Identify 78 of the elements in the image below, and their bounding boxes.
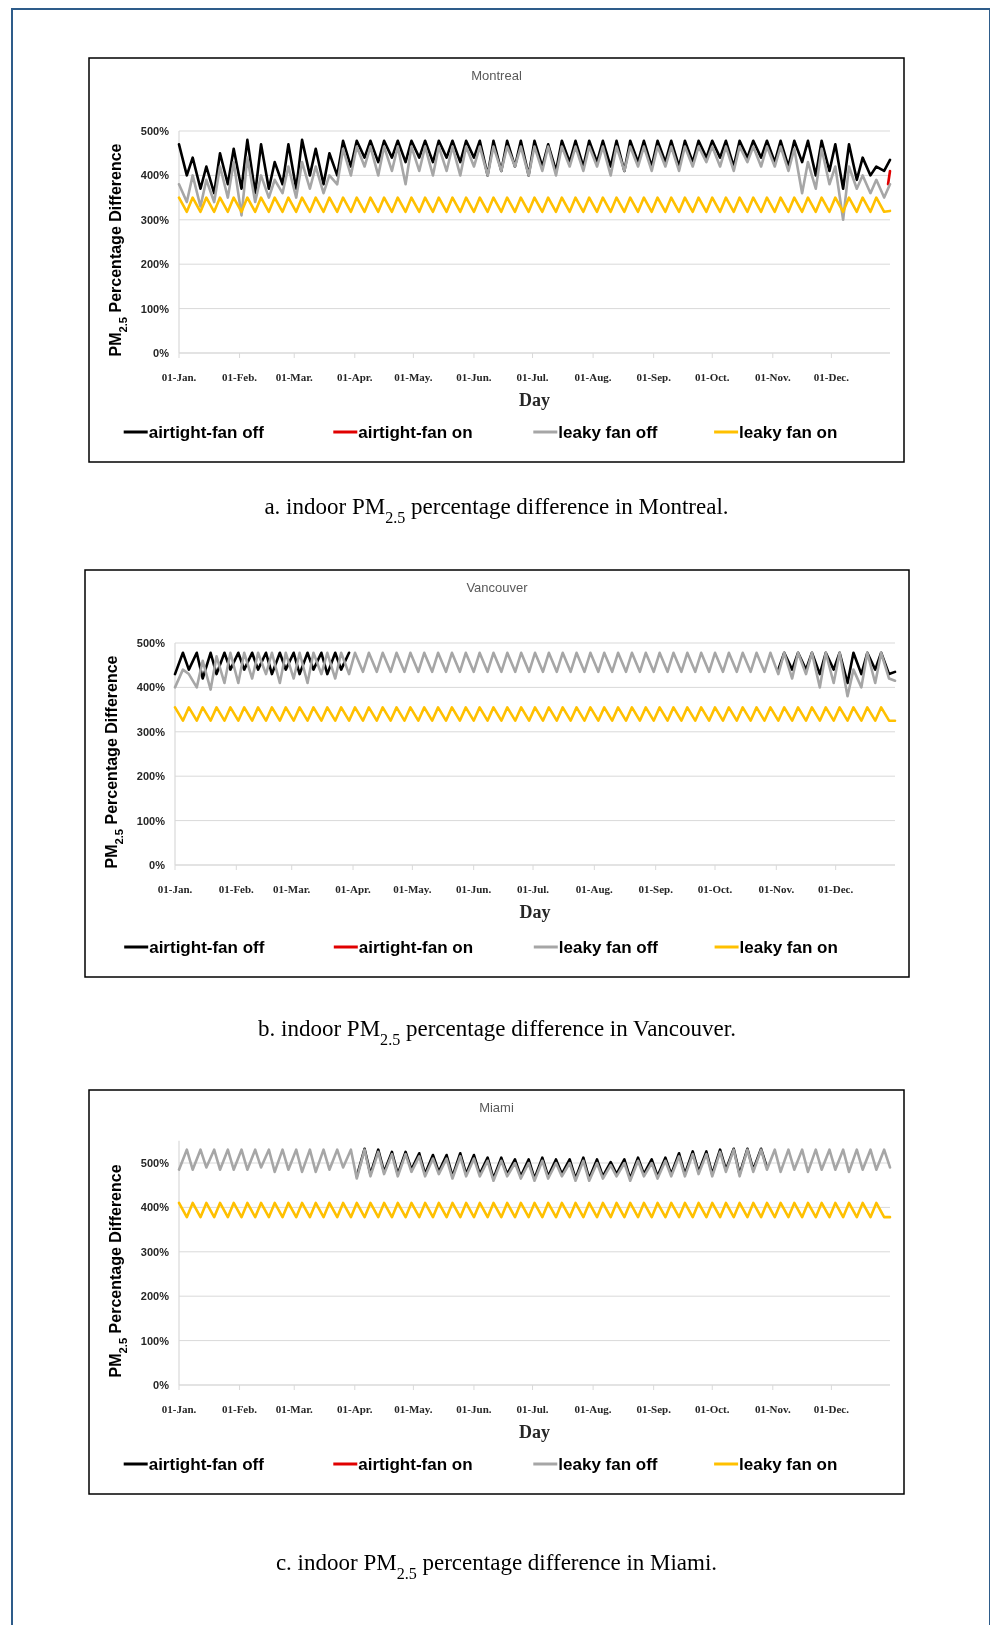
legend-label: airtight-fan off xyxy=(148,1455,265,1474)
y-tick-label: 100% xyxy=(140,1334,170,1347)
y-tick-label: 0% xyxy=(153,1379,170,1391)
legend-label: leaky fan off xyxy=(558,1455,658,1474)
x-tick-label: 01-Apr. xyxy=(337,371,373,383)
y-tick-label: 0% xyxy=(153,347,170,359)
legend-label: leaky fan off xyxy=(558,423,658,442)
y-tick-label: 100% xyxy=(140,302,170,315)
x-axis-title: Day xyxy=(519,390,550,410)
x-tick-label: 01-Nov. xyxy=(754,1403,791,1415)
y-tick-label: 200% xyxy=(136,770,166,783)
y-tick-label: 500% xyxy=(136,637,166,649)
x-tick-label: 01-Dec. xyxy=(813,1403,850,1415)
y-tick-label: 500% xyxy=(140,1157,170,1169)
x-tick-label: 01-Jan. xyxy=(161,1403,197,1415)
y-tick-label: 300% xyxy=(140,1245,170,1258)
legend-label: airtight-fan off xyxy=(149,938,265,957)
x-axis-title: Day xyxy=(519,902,551,922)
x-tick-label: 01-Feb. xyxy=(218,883,255,895)
text: a. indoor PM$_{2.5}$ percentage difference in Montreal. xyxy=(264,494,729,526)
x-tick-label: 01-Aug. xyxy=(574,371,612,383)
x-tick-label: 01-Aug. xyxy=(574,1403,612,1415)
y-tick-label: 200% xyxy=(140,258,170,271)
x-tick-label: 01-Jun. xyxy=(456,371,492,383)
x-tick-label: 01-Aug. xyxy=(575,883,614,895)
x-tick-label: 01-May. xyxy=(394,371,433,383)
x-tick-label: 01-Jul. xyxy=(516,371,549,383)
x-tick-label: 01-Oct. xyxy=(697,883,733,895)
legend-label: leaky fan off xyxy=(558,938,659,957)
chart-title: Vancouver xyxy=(466,580,529,595)
x-tick-label: 01-Jan. xyxy=(157,883,193,895)
x-tick-label: 01-Oct. xyxy=(694,1403,730,1415)
legend-label: airtight-fan on xyxy=(358,938,474,957)
x-tick-label: 01-Mar. xyxy=(273,883,311,895)
x-tick-label: 01-Apr. xyxy=(335,883,371,895)
x-tick-label: 01-Sep. xyxy=(636,371,672,383)
chart-title: Montreal xyxy=(471,68,522,83)
x-tick-label: 01-May. xyxy=(394,1403,433,1415)
x-tick-label: 01-Dec. xyxy=(818,883,854,895)
x-tick-label: 01-Feb. xyxy=(221,1403,258,1415)
y-tick-label: 400% xyxy=(140,169,170,182)
x-tick-label: 01-Mar. xyxy=(275,1403,314,1415)
legend-label: airtight-fan off xyxy=(148,423,265,442)
x-tick-label: 01-Jul. xyxy=(516,883,550,895)
text: c. indoor PM$_{2.5}$ percentage difference in Miami. xyxy=(275,1550,718,1582)
y-tick-label: 400% xyxy=(140,1201,170,1214)
x-tick-label: 01-Apr. xyxy=(337,1403,373,1415)
line-series xyxy=(177,145,892,222)
x-axis-title: Day xyxy=(519,1422,550,1442)
x-tick-label: 01-Jul. xyxy=(516,1403,549,1415)
chart-title: Miami xyxy=(479,1100,514,1115)
line-series xyxy=(173,651,897,698)
x-tick-label: 01-Jun. xyxy=(456,1403,492,1415)
x-tick-label: 01-Nov. xyxy=(758,883,795,895)
x-tick-label: 01-Mar. xyxy=(275,371,314,383)
x-tick-label: 01-Dec. xyxy=(813,371,850,383)
x-tick-label: 01-Oct. xyxy=(694,371,730,383)
x-tick-label: 01-Sep. xyxy=(638,883,674,895)
x-tick-label: 01-Jan. xyxy=(161,371,197,383)
legend-label: leaky fan on xyxy=(739,1455,838,1474)
y-tick-label: 400% xyxy=(136,681,166,694)
y-tick-label: 100% xyxy=(136,814,166,827)
legend-label: airtight-fan on xyxy=(358,1455,473,1474)
legend-label: airtight-fan on xyxy=(358,423,473,442)
text: b. indoor PM$_{2.5}$ percentage difference in Vancouver. xyxy=(258,1016,736,1048)
x-tick-label: 01-Feb. xyxy=(221,371,258,383)
x-tick-label: 01-Sep. xyxy=(636,1403,672,1415)
y-tick-label: 0% xyxy=(149,859,166,871)
line-series xyxy=(177,1148,892,1183)
y-tick-label: 300% xyxy=(136,725,166,738)
y-tick-label: 500% xyxy=(140,125,170,137)
y-tick-label: 200% xyxy=(140,1290,170,1303)
x-tick-label: 01-Jun. xyxy=(456,883,492,895)
x-tick-label: 01-May. xyxy=(393,883,432,895)
y-tick-label: 300% xyxy=(140,213,170,226)
x-tick-label: 01-Nov. xyxy=(754,371,791,383)
legend-label: leaky fan on xyxy=(739,423,838,442)
legend-label: leaky fan on xyxy=(739,938,838,957)
